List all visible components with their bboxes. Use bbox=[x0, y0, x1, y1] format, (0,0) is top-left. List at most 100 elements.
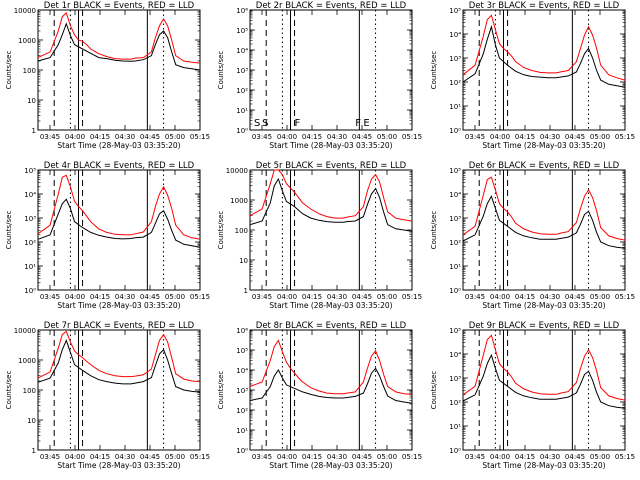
x-tick-label: 04:45 bbox=[140, 453, 160, 461]
x-tick-label: 04:15 bbox=[90, 453, 110, 461]
x-tick-label: 04:15 bbox=[302, 453, 322, 461]
lld-series-line bbox=[37, 174, 201, 240]
panel-title: Det 9r BLACK = Events, RED = LLD bbox=[469, 321, 620, 331]
y-tick-label: 10 bbox=[27, 417, 36, 425]
plot-frame bbox=[37, 9, 201, 131]
y-tick-label: 1 bbox=[32, 127, 36, 135]
x-tick-label: 03:45 bbox=[252, 133, 272, 141]
y-tick-label: 10⁵ bbox=[236, 27, 248, 35]
y-tick-label: 10⁵ bbox=[449, 7, 461, 15]
y-tick-label: 10⁵ bbox=[24, 167, 36, 175]
y-tick-label: 10⁰ bbox=[236, 127, 248, 135]
x-tick-label: 04:45 bbox=[140, 133, 160, 141]
y-tick-label: 10⁵ bbox=[449, 167, 461, 175]
y-tick-label: 10⁴ bbox=[449, 191, 461, 199]
events-series-line bbox=[37, 198, 201, 248]
lld-series-line bbox=[37, 11, 201, 64]
x-axis-label: Start Time (28-May-03 03:35:20) bbox=[57, 141, 180, 150]
panel: Det 5r BLACK = Events, RED = LLD 1 10 100 10… bbox=[217, 161, 422, 310]
x-tick-label: 05:15 bbox=[615, 133, 635, 141]
y-tick-label: 10¹ bbox=[449, 263, 461, 271]
x-tick-label: 04:15 bbox=[302, 133, 322, 141]
events-series-line bbox=[462, 195, 626, 249]
y-tick-label: 10³ bbox=[24, 215, 36, 223]
y-axis-label: Counts/sec bbox=[5, 211, 13, 250]
panel-title: Det 5r BLACK = Events, RED = LLD bbox=[256, 161, 407, 171]
panel: Det 2r BLACK = Events, RED = LLD 10⁰ 10¹ 10… bbox=[217, 1, 422, 150]
x-tick-label: 04:00 bbox=[490, 293, 510, 301]
x-tick-label: 04:00 bbox=[277, 453, 297, 461]
x-tick-label: 04:30 bbox=[540, 453, 560, 461]
y-tick-label: 10⁰ bbox=[449, 287, 461, 295]
plot-frame bbox=[249, 169, 413, 291]
y-axis-label: Counts/sec bbox=[217, 211, 225, 250]
y-axis-label: Counts/sec bbox=[5, 371, 13, 410]
y-tick-label: 10³ bbox=[236, 387, 248, 395]
x-tick-label: 04:15 bbox=[515, 453, 535, 461]
y-tick-label: 1000 bbox=[18, 37, 36, 45]
y-tick-label: 100 bbox=[23, 387, 36, 395]
y-tick-label: 100 bbox=[23, 67, 36, 75]
y-tick-label: 10¹ bbox=[236, 427, 248, 435]
y-tick-label: 10⁰ bbox=[236, 447, 248, 455]
y-tick-label: 10⁴ bbox=[449, 351, 461, 359]
lld-series-line bbox=[462, 176, 626, 241]
y-axis-label: Counts/sec bbox=[430, 211, 438, 250]
x-axis-label: Start Time (28-May-03 03:35:20) bbox=[269, 301, 392, 310]
y-axis-label: Counts/sec bbox=[430, 51, 438, 90]
x-axis-label: Start Time (28-May-03 03:35:20) bbox=[269, 461, 392, 470]
y-tick-label: 10³ bbox=[236, 67, 248, 75]
y-tick-label: 1 bbox=[32, 447, 36, 455]
y-tick-label: 10⁴ bbox=[236, 47, 248, 55]
y-tick-label: 1000 bbox=[18, 357, 36, 365]
interval-flag-label: F bbox=[355, 118, 361, 129]
y-tick-label: 10² bbox=[236, 87, 248, 95]
y-tick-label: 1 bbox=[244, 287, 248, 295]
x-tick-label: 05:00 bbox=[377, 293, 397, 301]
y-tick-label: 10⁵ bbox=[449, 327, 461, 335]
lld-series-line bbox=[249, 169, 413, 222]
y-tick-label: 10³ bbox=[449, 55, 461, 63]
x-tick-label: 04:45 bbox=[565, 133, 585, 141]
y-tick-label: 100 bbox=[235, 227, 248, 235]
x-tick-label: 05:00 bbox=[165, 453, 185, 461]
x-tick-label: 03:45 bbox=[40, 293, 60, 301]
y-tick-label: 10² bbox=[449, 239, 461, 247]
y-tick-label: 10⁶ bbox=[236, 327, 248, 335]
y-tick-label: 10² bbox=[449, 399, 461, 407]
y-tick-label: 10000 bbox=[226, 167, 248, 175]
x-tick-label: 04:45 bbox=[140, 293, 160, 301]
x-tick-label: 05:15 bbox=[402, 133, 422, 141]
y-tick-label: 10¹ bbox=[449, 423, 461, 431]
x-tick-label: 05:00 bbox=[165, 293, 185, 301]
x-tick-label: 03:45 bbox=[40, 453, 60, 461]
x-tick-label: 03:45 bbox=[40, 133, 60, 141]
x-tick-label: 05:15 bbox=[615, 293, 635, 301]
panel-title: Det 8r BLACK = Events, RED = LLD bbox=[256, 321, 407, 331]
x-tick-label: 04:45 bbox=[352, 453, 372, 461]
x-tick-label: 04:00 bbox=[65, 453, 85, 461]
x-tick-label: 04:30 bbox=[115, 293, 135, 301]
events-series-line bbox=[249, 367, 413, 404]
x-axis-label: Start Time (28-May-03 03:35:20) bbox=[482, 461, 605, 470]
interval-flag-label: S bbox=[262, 118, 268, 129]
panel: Det 6r BLACK = Events, RED = LLD 10⁰ 10¹ 10… bbox=[430, 161, 635, 310]
x-tick-label: 04:00 bbox=[277, 293, 297, 301]
y-axis-label: Counts/sec bbox=[217, 371, 225, 410]
panel: Det 4r BLACK = Events, RED = LLD 10⁰ 10¹ 10… bbox=[5, 161, 210, 310]
x-tick-label: 04:00 bbox=[490, 453, 510, 461]
x-tick-label: 03:45 bbox=[465, 453, 485, 461]
x-tick-label: 04:30 bbox=[327, 453, 347, 461]
y-tick-label: 10¹ bbox=[449, 103, 461, 111]
y-tick-label: 10 bbox=[239, 257, 248, 265]
y-axis-label: Counts/sec bbox=[5, 51, 13, 90]
x-tick-label: 04:00 bbox=[65, 293, 85, 301]
x-tick-label: 05:15 bbox=[402, 293, 422, 301]
lld-series-line bbox=[37, 330, 201, 383]
y-tick-label: 10⁶ bbox=[236, 7, 248, 15]
x-tick-label: 04:30 bbox=[115, 133, 135, 141]
x-tick-label: 04:45 bbox=[565, 293, 585, 301]
events-series-line bbox=[462, 24, 626, 88]
plot-frame bbox=[462, 329, 626, 451]
